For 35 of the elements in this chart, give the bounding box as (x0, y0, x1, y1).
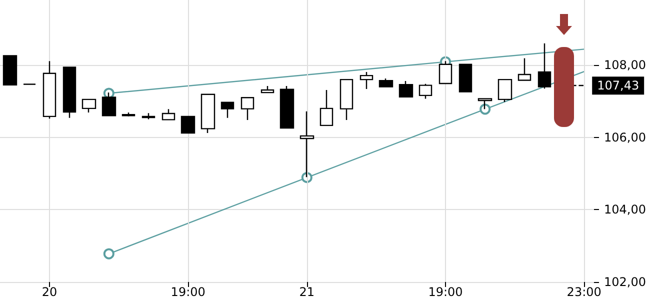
candlestick (518, 58, 532, 81)
y-tick-label: 106,00 (604, 130, 646, 144)
x-tick-label: 23:00 (566, 285, 602, 299)
point (103, 248, 114, 260)
x-tick-label: 21 (299, 285, 315, 299)
candlestick (260, 85, 274, 94)
candlestick (378, 78, 394, 88)
candlestick (280, 85, 294, 129)
candlestick (42, 60, 56, 120)
candlestick (340, 78, 354, 121)
candlestick (398, 80, 414, 98)
point (480, 104, 491, 115)
candlestick (360, 71, 374, 90)
candlestick (82, 98, 96, 114)
x-tick-label: 20 (42, 285, 58, 299)
candlestick (62, 66, 76, 118)
candlestick (418, 83, 432, 100)
x-tick-label: 19:00 (428, 285, 463, 299)
candlestick (180, 116, 196, 134)
candlestick (458, 64, 472, 92)
candlestick (162, 108, 176, 120)
candlestick (2, 55, 18, 86)
ref-line-label: 107,43 (597, 78, 640, 93)
candlestick (320, 89, 334, 126)
candlestick (142, 112, 156, 120)
candlestick (200, 94, 216, 134)
y-tick-label: 108,00 (604, 58, 646, 72)
candlestick (122, 112, 136, 118)
candlestick (498, 78, 512, 103)
y-tick-label: 104,00 (604, 202, 646, 217)
candlestick (538, 42, 552, 90)
candlestick (240, 97, 254, 121)
x-tick-label: 19:00 (170, 285, 206, 299)
y-tick-label: 102,00 (604, 275, 646, 289)
candlestick (220, 102, 234, 118)
